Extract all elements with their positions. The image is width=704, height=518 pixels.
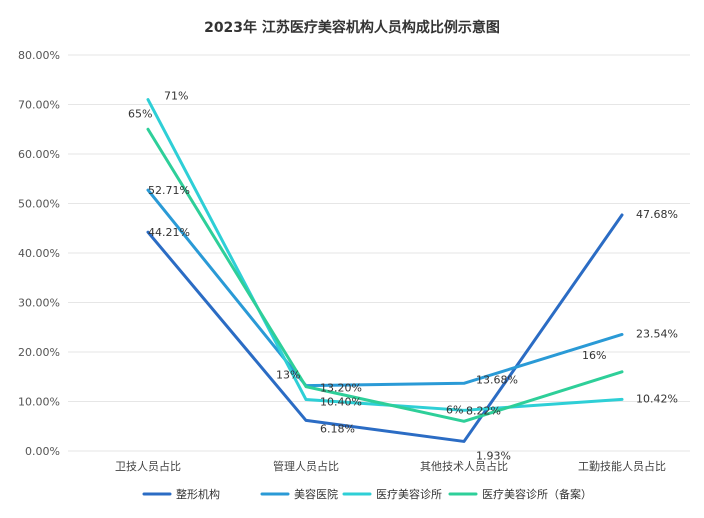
data-label: 65% bbox=[128, 107, 152, 120]
series-line bbox=[146, 188, 624, 388]
x-tick-label: 其他技术人员占比 bbox=[420, 459, 508, 473]
legend-label: 美容医院 bbox=[294, 487, 338, 501]
y-tick-label: 10.00% bbox=[18, 396, 60, 409]
x-tick-label: 管理人员占比 bbox=[273, 459, 339, 473]
data-label: 6% bbox=[446, 403, 463, 416]
data-label: 44.21% bbox=[148, 226, 190, 239]
y-tick-label: 80.00% bbox=[18, 49, 60, 62]
y-tick-label: 20.00% bbox=[18, 346, 60, 359]
legend-label: 整形机构 bbox=[176, 487, 220, 501]
y-tick-label: 0.00% bbox=[25, 445, 60, 458]
data-label: 10.40% bbox=[320, 396, 362, 409]
data-label: 13.20% bbox=[320, 382, 362, 395]
data-label: 1.93% bbox=[476, 449, 511, 462]
data-label: 10.42% bbox=[636, 392, 678, 405]
x-axis-ticks: 卫技人员占比 管理人员占比 其他技术人员占比 工勤技能人员占比 bbox=[115, 459, 666, 473]
legend-label: 医疗美容诊所 bbox=[376, 487, 442, 501]
data-label: 47.68% bbox=[636, 208, 678, 221]
x-tick-label: 卫技人员占比 bbox=[115, 459, 181, 473]
data-label: 52.71% bbox=[148, 184, 190, 197]
y-tick-label: 60.00% bbox=[18, 148, 60, 161]
y-axis-ticks: 0.00% 10.00% 20.00% 30.00% 40.00% 50.00% 60.00… bbox=[18, 49, 60, 458]
data-label: 23.54% bbox=[636, 327, 678, 340]
data-label: 16% bbox=[582, 349, 606, 362]
y-tick-label: 50.00% bbox=[18, 198, 60, 211]
series-line bbox=[146, 98, 624, 412]
series-lines bbox=[146, 98, 624, 443]
series-line bbox=[146, 127, 624, 423]
y-tick-label: 40.00% bbox=[18, 247, 60, 260]
data-label: 13.68% bbox=[476, 373, 518, 386]
data-label: 13% bbox=[276, 369, 300, 382]
data-labels: 44.21% 6.18% 1.93% 47.68% 52.71% 13.20% 13.68%… bbox=[128, 90, 678, 463]
data-label: 6.18% bbox=[320, 422, 355, 435]
x-tick-label: 工勤技能人员占比 bbox=[578, 459, 666, 473]
data-label: 71% bbox=[164, 90, 188, 103]
legend-label: 医疗美容诊所（备案） bbox=[482, 487, 592, 501]
y-tick-label: 30.00% bbox=[18, 297, 60, 310]
series-line bbox=[146, 213, 624, 443]
data-label: 8.22% bbox=[466, 404, 501, 417]
chart-title: 2023年 江苏医疗美容机构人员构成比例示意图 bbox=[204, 19, 500, 36]
legend: 整形机构 美容医院 医疗美容诊所 医疗美容诊所（备案） bbox=[142, 487, 592, 501]
y-tick-label: 70.00% bbox=[18, 99, 60, 112]
gridlines bbox=[68, 54, 690, 452]
